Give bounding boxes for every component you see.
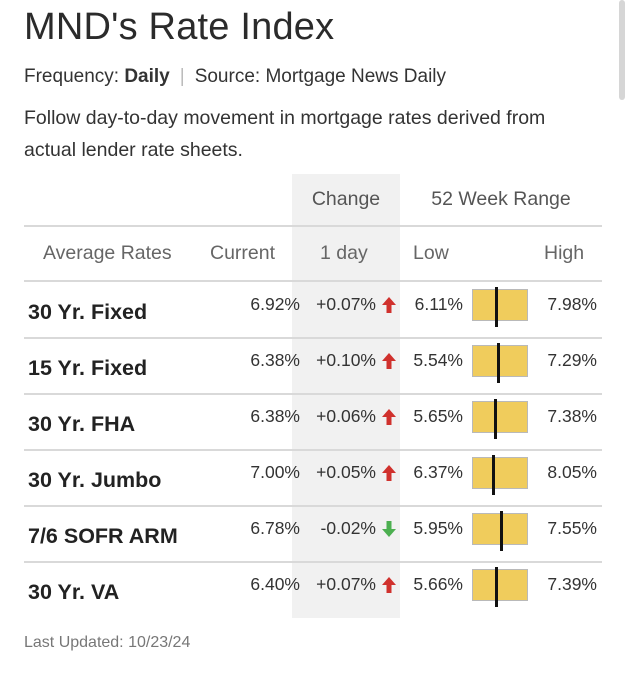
daily-change: -0.02% — [320, 518, 376, 538]
header-current: Current — [210, 242, 276, 264]
range-marker — [499, 511, 503, 551]
row-divider — [24, 505, 602, 507]
current-rate: 6.38% — [250, 406, 300, 426]
daily-change: +0.06% — [316, 406, 376, 426]
range-bar — [472, 511, 528, 551]
range-low: 5.66% — [413, 574, 463, 594]
range-high: 7.29% — [547, 350, 597, 370]
arrow-up-icon — [382, 409, 396, 425]
range-low: 6.11% — [414, 294, 463, 314]
daily-change: +0.05% — [316, 462, 376, 482]
range-low: 6.37% — [413, 462, 463, 482]
range-marker — [494, 567, 498, 607]
last-updated: Last Updated: 10/23/24 — [24, 634, 191, 651]
meta-line: Frequency: Daily | Source: Mortgage News D… — [24, 66, 446, 88]
rate-name: 30 Yr. Fixed — [28, 300, 148, 324]
header-average-rates: Average Rates — [43, 242, 172, 264]
column-header-row: Average Rates Current 1 day Low High — [24, 227, 602, 280]
table-row: 30 Yr. VA 6.40% +0.07% 5.66% 7.39% — [24, 562, 602, 618]
arrow-up-icon — [382, 297, 396, 313]
table-row: 30 Yr. FHA 6.38% +0.06% 5.65% 7.38% — [24, 394, 602, 450]
source-text: Source: Mortgage News Daily — [194, 66, 447, 87]
daily-change: +0.07% — [316, 294, 376, 314]
range-marker — [497, 343, 501, 383]
arrow-up-icon — [382, 577, 396, 593]
range-bar — [472, 343, 528, 383]
range-low: 5.54% — [413, 350, 463, 370]
arrow-up-icon — [382, 353, 396, 369]
page-title: MND's Rate Index — [24, 6, 335, 48]
range-low: 5.65% — [413, 406, 463, 426]
row-divider — [24, 561, 602, 563]
header-one-day: 1 day — [320, 242, 368, 264]
current-rate: 7.00% — [250, 462, 300, 482]
frequency-value: Daily — [124, 66, 170, 87]
rate-name: 15 Yr. Fixed — [28, 356, 148, 380]
range-bar — [472, 287, 528, 327]
frequency-label: Frequency: — [24, 66, 120, 87]
rate-name: 30 Yr. VA — [28, 580, 120, 604]
table-row: 7/6 SOFR ARM 6.78% -0.02% 5.95% 7.55% — [24, 506, 602, 562]
meta-divider: | — [179, 66, 185, 87]
row-divider — [24, 337, 602, 339]
current-rate: 6.38% — [250, 350, 300, 370]
scrollbar[interactable] — [619, 0, 625, 100]
arrow-up-icon — [382, 465, 396, 481]
arrow-down-icon — [382, 521, 396, 537]
change-group-header: Change — [311, 188, 381, 210]
range-group-header: 52 Week Range — [431, 188, 571, 210]
header-bottom-rule — [24, 280, 602, 282]
change-column-background — [292, 174, 400, 618]
row-divider — [24, 449, 602, 451]
range-bar — [472, 567, 528, 607]
range-high: 8.05% — [547, 462, 597, 482]
range-marker — [492, 455, 496, 495]
range-marker — [494, 399, 498, 439]
range-bar — [472, 399, 528, 439]
range-bar — [472, 455, 528, 495]
daily-change: +0.10% — [316, 350, 376, 370]
rate-name: 30 Yr. Jumbo — [28, 468, 162, 492]
range-low: 5.95% — [413, 518, 463, 538]
daily-change: +0.07% — [316, 574, 376, 594]
table-row: 30 Yr. Jumbo 7.00% +0.05% 6.37% 8.05% — [24, 450, 602, 506]
current-rate: 6.78% — [250, 518, 300, 538]
description: Follow day-to-day movement in mortgage r… — [24, 107, 546, 161]
header-low: Low — [413, 242, 449, 264]
rate-name: 7/6 SOFR ARM — [28, 524, 178, 548]
row-divider — [24, 393, 602, 395]
current-rate: 6.92% — [250, 294, 300, 314]
range-high: 7.39% — [547, 574, 597, 594]
range-marker — [494, 287, 498, 327]
header-high: High — [544, 242, 585, 264]
table-row: 15 Yr. Fixed 6.38% +0.10% 5.54% 7.29% — [24, 338, 602, 394]
table-row: 30 Yr. Fixed 6.92% +0.07% 6.11% 7.98% — [24, 282, 602, 338]
current-rate: 6.40% — [250, 574, 300, 594]
range-high: 7.98% — [547, 294, 597, 314]
range-high: 7.55% — [547, 518, 597, 538]
range-high: 7.38% — [547, 406, 597, 426]
header-top-rule — [24, 225, 602, 227]
rate-name: 30 Yr. FHA — [28, 412, 136, 436]
